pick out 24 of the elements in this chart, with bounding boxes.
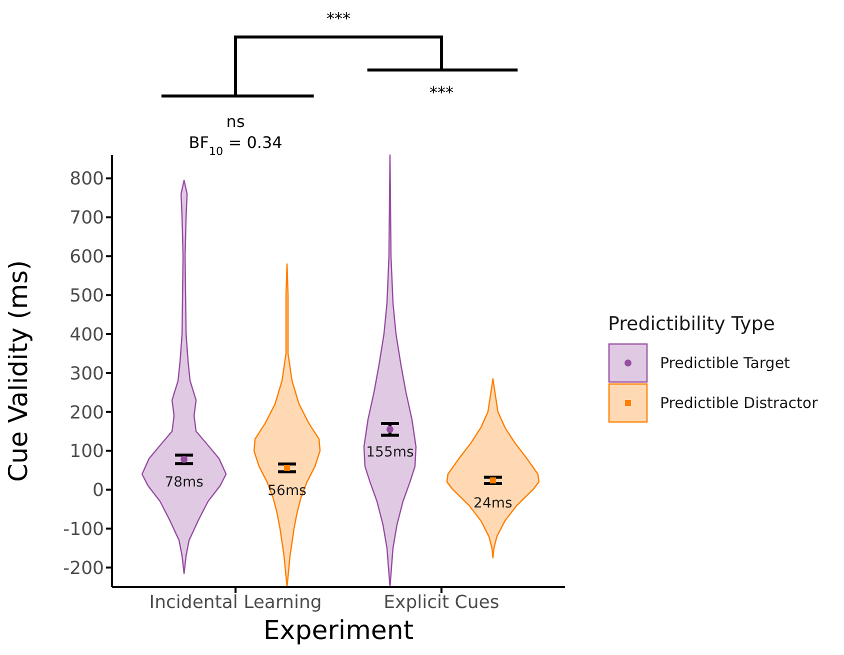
y-tick-label: 400 [70,324,104,346]
annotation: BF$_{10}$ = 0.34 [188,133,282,158]
text: ns [226,112,245,131]
data-label: 24ms [474,495,512,512]
y-tick-label: 800 [70,168,104,190]
x-tick-label: Incidental Learning [149,592,322,613]
y-tick-label: 700 [70,208,104,229]
y-tick-label: -100 [63,519,104,540]
y-tick-label: 500 [70,286,104,306]
y-tick-label: -200 [63,558,104,579]
y-tick-label: 0 [92,480,104,502]
data-label: 78ms [164,474,204,490]
legend-label: Predictible Target [660,354,790,372]
y-tick-label: 200 [70,402,104,424]
text: *** [326,9,350,28]
legend-label: Predictible Distractor [660,394,818,412]
legend-title: Predictibility Type [608,313,776,335]
x-tick-label: Explicit Cues [384,592,500,613]
x-axis-title: Experiment [263,616,414,646]
data-label: 155ms [366,444,414,460]
text: *** [429,83,454,102]
y-tick-label: 100 [70,441,104,462]
y-tick-label: 600 [70,246,104,268]
y-tick-label: 300 [70,363,104,384]
